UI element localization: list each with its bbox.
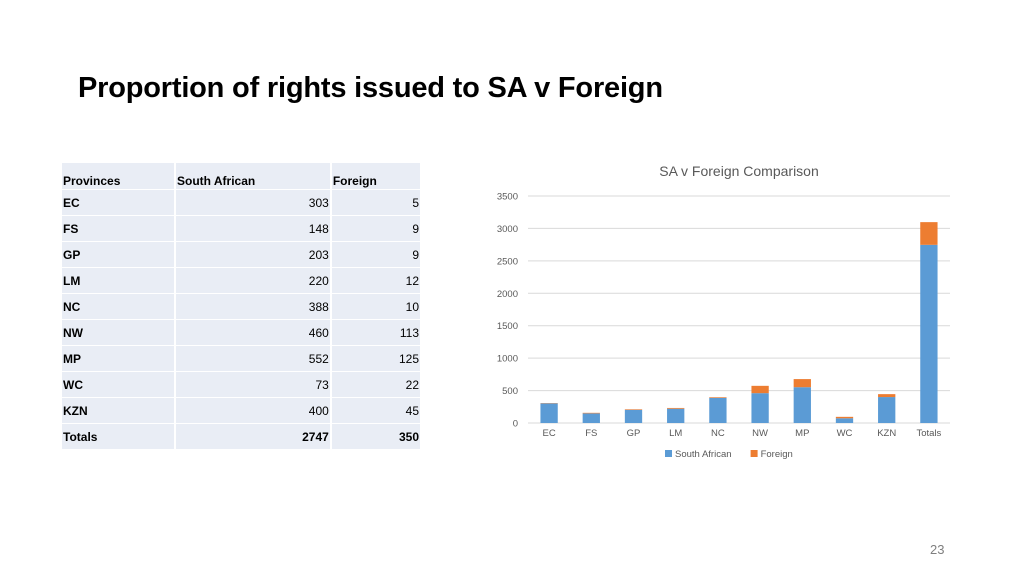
y-tick-label: 2000: [497, 289, 518, 300]
bar-foreign-fs: [582, 412, 600, 414]
table-row: FS 148 9: [62, 216, 420, 242]
table-row: WC 73 22: [62, 372, 420, 398]
province-cell: LM: [62, 268, 174, 294]
y-tick-label: 1500: [497, 321, 518, 332]
chart-title: SA v Foreign Comparison: [659, 163, 819, 179]
south-african-cell: 203: [176, 242, 330, 268]
south-african-cell: 400: [176, 398, 330, 424]
province-cell: WC: [62, 372, 174, 398]
bar-foreign-wc: [835, 416, 854, 419]
bar-south-african-mp: [793, 387, 811, 423]
table-row: Totals 2747 350: [62, 424, 420, 450]
south-african-cell: 388: [176, 294, 330, 320]
south-african-cell: 303: [176, 190, 330, 216]
x-tick-label: LM: [669, 428, 682, 439]
y-tick-label: 3500: [497, 192, 518, 203]
legend-swatch-foreign: [750, 450, 758, 457]
table-header-cell: Provinces: [62, 163, 174, 190]
province-cell: NW: [62, 320, 174, 346]
bar-foreign-totals: [920, 222, 938, 245]
y-tick-label: 1000: [497, 354, 518, 365]
x-tick-label: KZN: [877, 428, 896, 439]
y-tick-label: 0: [513, 419, 518, 430]
province-cell: FS: [62, 216, 174, 242]
province-cell: Totals: [62, 424, 174, 450]
bar-south-african-totals: [920, 244, 938, 423]
table-row: GP 203 9: [62, 242, 420, 268]
legend-label: Foreign: [761, 449, 793, 460]
legend-swatch-south-african: [665, 450, 672, 457]
foreign-cell: 5: [331, 190, 420, 216]
bar-foreign-nw: [751, 385, 769, 394]
province-cell: GP: [62, 242, 174, 268]
south-african-cell: 460: [176, 320, 330, 346]
table-row: KZN 400 45: [62, 398, 420, 424]
bar-south-african-kzn: [878, 397, 896, 423]
slide-title: Proportion of rights issued to SA v Fore…: [78, 72, 663, 104]
x-tick-label: WC: [837, 428, 853, 439]
foreign-cell: 10: [331, 294, 420, 320]
stacked-bar-chart: SA v Foreign Comparison 0 500 1000 1500 2000 2…: [497, 163, 950, 460]
bar-foreign-lm: [667, 407, 685, 409]
y-tick-label: 2500: [497, 256, 518, 267]
province-cell: KZN: [62, 398, 174, 424]
bar-foreign-kzn: [878, 394, 896, 398]
bar-south-african-lm: [667, 408, 685, 423]
province-cell: EC: [62, 190, 174, 216]
table-header-row: Provinces South African Foreign: [62, 163, 420, 190]
table-row: NW 460 113: [62, 320, 420, 346]
x-tick-label: MP: [795, 428, 809, 439]
province-cell: NC: [62, 294, 174, 320]
provinces-table: Provinces South African Foreign EC 303 5 FS 148…: [60, 163, 422, 450]
foreign-cell: 113: [331, 320, 420, 346]
x-tick-label: GP: [627, 428, 641, 439]
foreign-cell: 45: [331, 398, 420, 424]
south-african-cell: 148: [176, 216, 330, 242]
table-row: LM 220 12: [62, 268, 420, 294]
x-tick-label: NW: [752, 428, 768, 439]
table-row: NC 388 10: [62, 294, 420, 320]
foreign-cell: 125: [331, 346, 420, 372]
bar-south-african-gp: [624, 409, 643, 423]
bar-south-african-ec: [540, 403, 558, 423]
south-african-cell: 73: [176, 372, 330, 398]
bar-foreign-mp: [793, 379, 811, 388]
x-tick-label: NC: [711, 428, 725, 439]
x-tick-label: Totals: [916, 428, 941, 439]
bar-south-african-nc: [709, 397, 727, 423]
foreign-cell: 22: [331, 372, 420, 398]
bar-south-african-fs: [582, 413, 600, 423]
bar-south-african-nw: [751, 393, 769, 423]
table-header-cell: South African: [176, 163, 330, 190]
page-number: 23: [930, 542, 945, 557]
x-tick-label: EC: [542, 428, 555, 439]
table-header-cell: Foreign: [331, 163, 420, 190]
table-row: EC 303 5: [62, 190, 420, 216]
south-african-cell: 220: [176, 268, 330, 294]
bar-south-african-wc: [835, 418, 854, 423]
bar-foreign-gp: [624, 409, 643, 410]
y-tick-label: 3000: [497, 224, 518, 235]
south-african-cell: 2747: [176, 424, 330, 450]
y-tick-label: 500: [502, 386, 518, 397]
foreign-cell: 12: [331, 268, 420, 294]
foreign-cell: 9: [331, 216, 420, 242]
south-african-cell: 552: [176, 346, 330, 372]
x-tick-label: FS: [585, 428, 597, 439]
table-row: MP 552 125: [62, 346, 420, 372]
province-cell: MP: [62, 346, 174, 372]
foreign-cell: 9: [331, 242, 420, 268]
legend-label: South African: [675, 449, 732, 460]
foreign-cell: 350: [331, 424, 420, 450]
bar-foreign-nc: [709, 397, 727, 398]
